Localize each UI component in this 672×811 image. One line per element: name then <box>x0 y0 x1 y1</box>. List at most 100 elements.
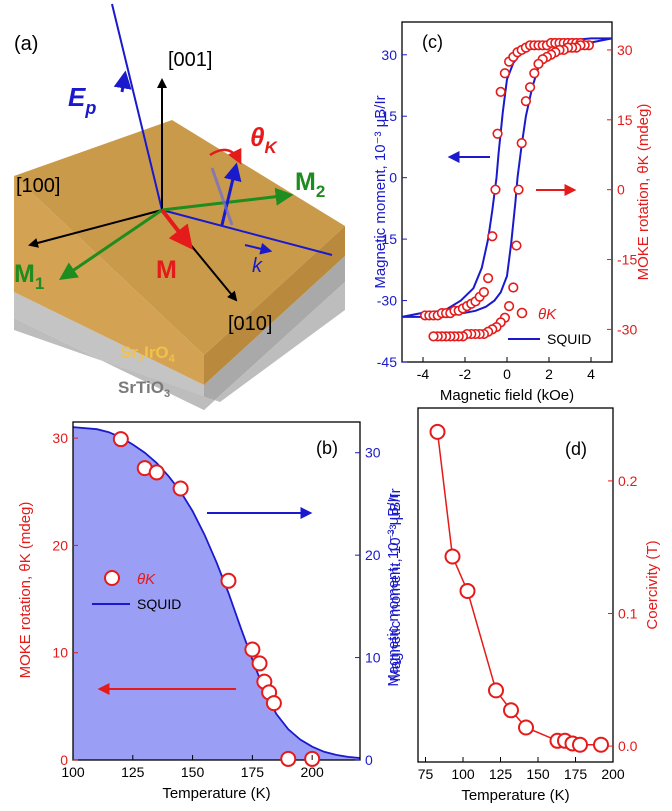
film-front-face <box>14 176 204 385</box>
theta-k-arc <box>209 147 242 165</box>
squid-hysteresis-line <box>401 37 613 318</box>
left-y-axis-label: MOKE rotation, θK (mdeg) <box>17 502 34 679</box>
legend-moke-label: θK <box>137 571 156 588</box>
substrate-lower-block <box>14 282 345 410</box>
moke-data-point <box>495 86 506 97</box>
panel-a-schematic: (a) [001] [100] [010] Ep θK M2 M1 M k Sr… <box>14 3 345 410</box>
coercivity-data-point <box>572 736 588 753</box>
left-y-tick-label: 20 <box>52 537 68 553</box>
left-y-tick-label: -15 <box>377 231 397 247</box>
x-tick-label: 200 <box>300 764 324 780</box>
x-tick-label: -2 <box>459 366 472 382</box>
right-y-tick-label: -30 <box>617 321 637 337</box>
moke-data-point <box>251 655 268 672</box>
x-tick-label: 100 <box>451 766 475 782</box>
k-vector-arrow <box>244 242 273 255</box>
plot-frame <box>72 421 361 761</box>
legend-moke-marker <box>104 570 120 586</box>
left-y-tick-label: -45 <box>377 354 397 370</box>
moke-data-point <box>280 750 297 767</box>
x-tick-label: 150 <box>526 766 550 782</box>
plot-frame <box>417 407 614 763</box>
right-y-tick-label: 0.0 <box>618 738 638 754</box>
x-tick-label: 0 <box>503 366 511 382</box>
left-y-tick-label: -30 <box>377 293 397 309</box>
moke-data-point <box>148 464 165 481</box>
film-right-face <box>204 226 345 385</box>
left-y-axis-label: Magnetic moment, 10⁻³ μB/Ir <box>387 488 404 681</box>
left-y-tick-label: 30 <box>52 430 68 446</box>
x-axis-label: Temperature (K) <box>162 785 270 802</box>
left-y-axis-label: Magnetic moment, 10⁻³ μB/Ir <box>372 95 389 288</box>
moke-data-point <box>492 128 503 139</box>
left-y-tick-label: 0 <box>389 170 397 186</box>
coercivity-data-point <box>459 582 476 599</box>
moke-data-point <box>490 184 501 195</box>
x-tick-label: 175 <box>241 764 265 780</box>
panel-label: (c) <box>422 32 443 52</box>
x-tick-label: 150 <box>181 764 205 780</box>
panel-d-coercivity-chart: 75 100 125 150 175 200 Temperature (K) 0.0 0.1 0.… <box>387 407 661 804</box>
right-y-tick-label: -15 <box>617 252 637 268</box>
right-y-tick-label: 15 <box>617 112 633 128</box>
moke-data-point <box>516 137 527 149</box>
moke-data-point <box>499 68 511 79</box>
moke-data-point <box>529 68 540 79</box>
m-arrow <box>160 208 193 250</box>
right-y-tick-label: 10 <box>365 650 381 666</box>
reflected-polarization-shadow <box>210 167 234 226</box>
reflected-polarization-arrow <box>220 162 242 226</box>
x-tick-label: 125 <box>489 766 513 782</box>
moke-data-point <box>508 282 519 293</box>
m1-label: M1 <box>14 260 44 293</box>
substrate-right-face <box>204 256 345 410</box>
left-y-tick-label: 15 <box>381 108 397 124</box>
moke-data-point <box>504 301 515 312</box>
panel-c-hysteresis-chart: -4 -2 0 2 4 Magnetic field (kOe) -45 -30 -15 0 15 3… <box>372 21 652 404</box>
moke-data-point <box>112 431 129 448</box>
m-label: M <box>156 256 177 284</box>
legend-squid-label: SQUID <box>137 596 181 612</box>
coercivity-data-point <box>488 682 504 699</box>
squid-area-fill <box>73 427 360 760</box>
x-axis-label: Temperature (K) <box>461 787 569 804</box>
right-y-tick-label: 0.1 <box>618 606 638 622</box>
left-y-tick-label: 0 <box>60 752 68 768</box>
moke-data-point <box>533 58 544 70</box>
moke-data-point <box>511 240 522 251</box>
right-y-tick-label: 30 <box>617 42 633 58</box>
left-y-tick-label: 30 <box>381 47 397 63</box>
x-tick-label: 175 <box>564 766 588 782</box>
moke-data-point <box>524 82 536 93</box>
k-label: k <box>252 255 263 277</box>
moke-data-point <box>244 641 261 658</box>
theta-k-label: θK <box>250 122 279 157</box>
panel-label: (d) <box>565 439 587 459</box>
reflected-beam <box>161 209 333 256</box>
legend-moke-marker <box>516 307 528 319</box>
axis-001-label: [001] <box>168 49 212 71</box>
right-y-tick-label: 0.2 <box>618 473 638 489</box>
moke-data-point <box>483 273 494 284</box>
right-y-tick-label: 0 <box>365 752 373 768</box>
panel-label: (b) <box>316 438 338 458</box>
moke-data-point <box>172 480 189 497</box>
coercivity-data-point <box>429 423 446 440</box>
moke-data-point <box>428 331 439 342</box>
left-y-tick-label: 10 <box>52 645 68 661</box>
legend-moke-label: θK <box>538 306 557 323</box>
x-tick-label: 4 <box>587 366 595 382</box>
x-axis-label: Magnetic field (kOe) <box>440 387 574 404</box>
right-y-tick-label: 30 <box>365 445 381 461</box>
incident-beam <box>111 3 163 211</box>
x-tick-label: 200 <box>601 766 625 782</box>
moke-data-point <box>520 96 532 107</box>
right-y-axis-label: Coercivity (T) <box>644 540 661 629</box>
right-y-tick-label: 0 <box>617 182 625 198</box>
ep-arrow <box>113 70 132 93</box>
coercivity-data-point <box>444 548 461 565</box>
right-y-axis-label: Magnetic moment, 10⁻³ μB/Ir <box>385 493 402 686</box>
x-tick-label: -4 <box>417 366 430 382</box>
m2-label: M2 <box>295 168 325 201</box>
